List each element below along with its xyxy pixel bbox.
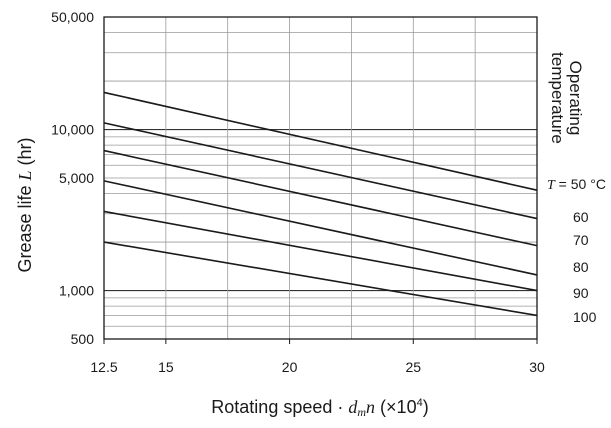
series-line <box>103 180 538 276</box>
series-line <box>103 91 538 191</box>
plot-frame <box>103 16 538 340</box>
y-tick-label: 5,000 <box>59 170 94 186</box>
legend-title-line-2: temperature <box>548 52 567 144</box>
legend-title-line-1: Operating <box>566 61 585 136</box>
x-tick-label: 12.5 <box>90 359 117 375</box>
series-lines <box>103 91 538 317</box>
x-axis-ticks: 12.5 15 20 25 30 <box>90 339 545 375</box>
y-tick-label: 1,000 <box>59 283 94 299</box>
x-tick-label: 15 <box>158 359 174 375</box>
x-tick-label: 30 <box>529 359 545 375</box>
y-tick-label: 50,000 <box>51 9 94 25</box>
series-labels: T = 50 °C 60 70 80 90 100 <box>547 176 606 325</box>
y-tick-label: 10,000 <box>51 122 94 138</box>
series-label: 100 <box>573 309 597 325</box>
x-axis-title: Rotating speed · dmn (×104) <box>211 397 428 419</box>
grid <box>104 16 537 340</box>
series-label: 90 <box>573 285 589 301</box>
series-line <box>103 241 538 317</box>
series-label: 60 <box>573 209 589 225</box>
series-label: 70 <box>573 232 589 248</box>
series-label: T = 50 °C <box>547 176 606 193</box>
x-tick-label: 20 <box>282 359 298 375</box>
y-axis-title: Grease life L (hr) <box>15 137 35 272</box>
x-tick-label: 25 <box>405 359 421 375</box>
series-line <box>103 210 538 292</box>
y-tick-label: 500 <box>71 331 95 347</box>
y-axis-ticks: 500 1,000 5,000 10,000 50,000 <box>51 9 94 347</box>
series-line <box>103 149 538 247</box>
series-label: 80 <box>573 259 589 275</box>
series-line <box>103 122 538 220</box>
